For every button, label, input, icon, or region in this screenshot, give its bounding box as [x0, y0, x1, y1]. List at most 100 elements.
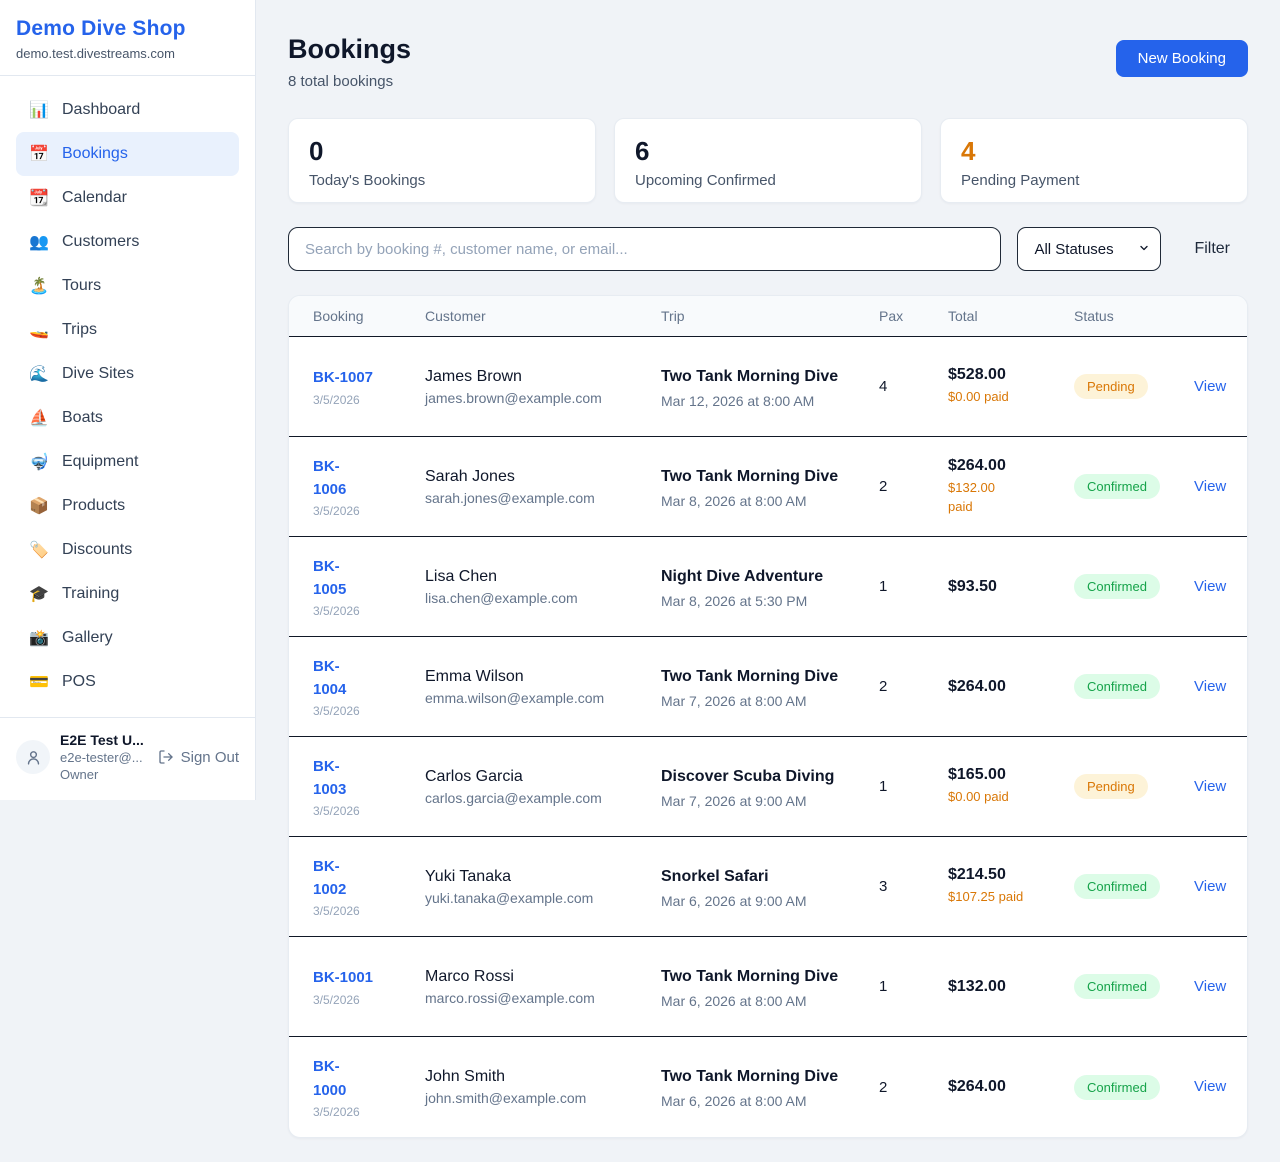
total-cell: $93.50: [948, 578, 1074, 596]
stat-label: Today's Bookings: [309, 171, 426, 189]
stat-value: 6: [635, 136, 650, 166]
customer-name: Sarah Jones: [425, 467, 515, 485]
booking-id-link[interactable]: BK- 1004: [313, 657, 347, 698]
view-link[interactable]: View: [1194, 877, 1227, 895]
sidebar-item-label: Customers: [62, 233, 140, 250]
trip-name: Two Tank Morning Dive: [661, 967, 839, 985]
customer-cell: James Brown james.brown@example.com: [425, 368, 661, 406]
sidebar-item-tours[interactable]: 🏝️ Tours: [16, 264, 239, 308]
sidebar-nav: 📊 Dashboard 📅 Bookings 📆 Calendar 👥 Customers 🏝️…: [0, 76, 255, 717]
sidebar-item-label: Products: [62, 497, 126, 514]
sidebar-item-training[interactable]: 🎓 Training: [16, 572, 239, 616]
status-cell: Confirmed: [1074, 1074, 1194, 1100]
customer-cell: Sarah Jones sarah.jones@example.com: [425, 468, 661, 506]
customer-name: Carlos Garcia: [425, 767, 523, 785]
view-link[interactable]: View: [1194, 1078, 1227, 1095]
total-cell: $528.00 $0.00 paid: [948, 366, 1074, 407]
customer-name: Lisa Chen: [425, 567, 498, 585]
new-booking-button[interactable]: New Booking: [1115, 40, 1248, 77]
booking-id-link[interactable]: BK-1001: [313, 969, 374, 987]
customer-cell: Carlos Garcia carlos.garcia@example.com: [425, 768, 661, 806]
status-select[interactable]: All Statuses: [1017, 227, 1162, 271]
trip-cell: Two Tank Morning Dive Mar 7, 2026 at 8:00…: [661, 665, 879, 709]
column-header-total: Total: [948, 308, 978, 324]
booking-id-link[interactable]: BK- 1006: [313, 457, 347, 498]
trip-name: Discover Scuba Diving: [661, 767, 835, 785]
view-link[interactable]: View: [1194, 677, 1227, 695]
total-amount: $93.50: [948, 577, 997, 595]
view-link[interactable]: View: [1194, 977, 1227, 995]
total-amount: $132.00: [948, 977, 1006, 995]
sidebar-item-pos[interactable]: 💳 POS: [16, 660, 239, 704]
view-cell: View: [1194, 578, 1226, 596]
booking-date: 3/5/2026: [313, 804, 360, 819]
pax-count: 2: [879, 678, 888, 695]
booking-id-link[interactable]: BK- 1003: [313, 757, 347, 798]
total-cell: $264.00: [948, 1078, 1074, 1096]
sidebar-item-bookings[interactable]: 📅 Bookings: [16, 132, 239, 176]
sidebar-item-label: Calendar: [62, 189, 127, 206]
status-cell: Confirmed: [1074, 874, 1194, 899]
booking-id-link[interactable]: BK- 1000: [313, 1058, 347, 1099]
trip-datetime: Mar 6, 2026 at 9:00 AM: [661, 892, 807, 909]
view-link[interactable]: View: [1194, 377, 1227, 395]
customer-cell: John Smith john.smith@example.com: [425, 1068, 661, 1106]
booking-id-link[interactable]: BK- 1002: [313, 857, 347, 898]
booking-id-link[interactable]: BK- 1005: [313, 557, 347, 598]
booking-cell: BK-1007 3/5/2026: [313, 366, 425, 406]
sidebar-item-label: Dashboard: [62, 101, 141, 118]
total-cell: $165.00 $0.00 paid: [948, 766, 1074, 807]
credit-card-icon: 💳: [29, 674, 49, 691]
trip-name: Snorkel Safari: [661, 867, 769, 885]
table-body: BK-1007 3/5/2026 James Brown james.brown@ex…: [289, 337, 1247, 1137]
booking-cell: BK- 1005 3/5/2026: [313, 555, 425, 619]
customer-name: James Brown: [425, 367, 522, 385]
status-cell: Confirmed: [1074, 474, 1194, 499]
sidebar-item-label: Tours: [62, 277, 102, 294]
user-name: E2E Test U...: [60, 732, 144, 748]
status-cell: Pending: [1074, 774, 1194, 799]
booking-row: BK- 1005 3/5/2026 Lisa Chen lisa.chen@examp…: [289, 537, 1247, 637]
sidebar-item-calendar[interactable]: 📆 Calendar: [16, 176, 239, 220]
paid-amount: $0.00 paid: [948, 789, 1009, 805]
sidebar-item-gallery[interactable]: 📸 Gallery: [16, 616, 239, 660]
filter-button[interactable]: Filter: [1194, 240, 1230, 257]
status-cell: Confirmed: [1074, 674, 1194, 699]
sidebar-item-label: Trips: [62, 321, 97, 338]
search-input[interactable]: [288, 227, 1002, 271]
stat-label: Pending Payment: [961, 171, 1080, 189]
sidebar-item-dashboard[interactable]: 📊 Dashboard: [16, 88, 239, 132]
stat-card-pending-payment: 4 Pending Payment: [940, 118, 1248, 203]
pax-count: 2: [879, 1078, 888, 1096]
stat-label: Upcoming Confirmed: [635, 171, 776, 189]
booking-cell: BK-1001 3/5/2026: [313, 966, 425, 1006]
sidebar-item-label: Boats: [62, 409, 103, 426]
sidebar-item-discounts[interactable]: 🏷️ Discounts: [16, 528, 239, 572]
sign-out-button[interactable]: Sign Out: [158, 749, 239, 766]
booking-date: 3/5/2026: [313, 904, 360, 919]
status-badge: Confirmed: [1074, 974, 1160, 999]
sidebar-item-dive-sites[interactable]: 🌊 Dive Sites: [16, 352, 239, 396]
booking-id-link[interactable]: BK-1007: [313, 369, 374, 387]
page-title: Bookings: [288, 34, 412, 64]
column-header-trip: Trip: [661, 308, 685, 324]
view-cell: View: [1194, 978, 1226, 996]
trip-cell: Two Tank Morning Dive Mar 8, 2026 at 8:00…: [661, 465, 879, 509]
view-link[interactable]: View: [1194, 777, 1227, 795]
view-link[interactable]: View: [1194, 577, 1227, 595]
booking-cell: BK- 1003 3/5/2026: [313, 755, 425, 819]
user-section: E2E Test U... e2e-tester@... Owner Sign …: [0, 717, 255, 800]
sidebar-item-customers[interactable]: 👥 Customers: [16, 220, 239, 264]
stats-row: 0 Today's Bookings 6 Upcoming Confirmed …: [288, 118, 1248, 203]
pax-count: 1: [879, 578, 888, 595]
sidebar-item-trips[interactable]: 🚤 Trips: [16, 308, 239, 352]
person-icon: [27, 750, 39, 765]
booking-row: BK- 1004 3/5/2026 Emma Wilson emma.wilson@e…: [289, 637, 1247, 737]
trip-datetime: Mar 6, 2026 at 8:00 AM: [661, 992, 807, 1009]
sidebar-item-boats[interactable]: ⛵ Boats: [16, 396, 239, 440]
sidebar-item-equipment[interactable]: 🤿 Equipment: [16, 440, 239, 484]
sidebar-item-products[interactable]: 📦 Products: [16, 484, 239, 528]
booking-date: 3/5/2026: [313, 392, 360, 407]
page-subtitle: 8 total bookings: [288, 73, 394, 90]
view-link[interactable]: View: [1194, 477, 1227, 495]
